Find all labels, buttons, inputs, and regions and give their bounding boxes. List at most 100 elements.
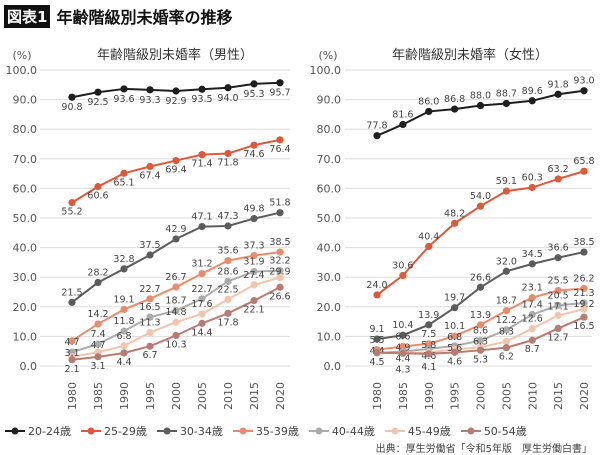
data-point <box>276 79 284 87</box>
data-label: 16.5 <box>573 321 594 332</box>
data-label: 6.7 <box>142 350 157 361</box>
data-label: 54.0 <box>470 191 491 202</box>
data-label: 13.9 <box>470 310 491 321</box>
data-label: 18.7 <box>165 296 186 307</box>
data-point <box>172 235 180 243</box>
data-label: 74.6 <box>243 149 264 160</box>
data-label: 4.7 <box>64 337 79 348</box>
data-label: 6.6 <box>395 331 410 342</box>
data-label: 93.0 <box>573 76 594 87</box>
series-25-29: 24.0 30.6 40.4 48.2 54.0 59.1 60.3 63.2 65.8 <box>366 156 595 299</box>
figure-badge: 図表1 <box>4 4 51 28</box>
data-point <box>528 183 536 192</box>
data-label: 31.9 <box>243 257 264 268</box>
data-label: 7.5 <box>421 329 436 340</box>
data-label: 18.7 <box>496 296 517 307</box>
legend-item: 45-49歳 <box>384 423 451 439</box>
data-point <box>94 88 102 96</box>
data-label: 17.8 <box>217 317 238 328</box>
data-label: 76.4 <box>269 144 290 155</box>
series-20-24: 77.8 81.6 86.0 86.8 88.0 88.7 89.6 91.8 93.0 <box>366 76 595 140</box>
y-tick-label: 60.0 <box>317 182 342 195</box>
x-tick-label: 2015 <box>552 382 565 410</box>
data-point <box>250 251 258 260</box>
data-label: 6.8 <box>116 331 131 342</box>
data-point <box>224 222 232 230</box>
series-30-34: 9.1 10.4 13.9 19.7 26.6 32.0 34.5 36.6 38.5 <box>369 237 595 343</box>
data-label: 26.7 <box>165 272 186 283</box>
data-label: 6.3 <box>473 337 488 348</box>
data-point <box>425 321 433 329</box>
data-point <box>94 353 102 361</box>
legend: 20-24歳 25-29歳 30-34歳 35-39歳 40-44歳 45-49歳 50-5… <box>4 423 527 439</box>
data-label: 35.6 <box>217 246 238 257</box>
y-tick-label: 90.0 <box>317 94 342 107</box>
y-tick-label: 10.0 <box>317 330 342 343</box>
data-point <box>276 273 284 282</box>
data-label: 22.5 <box>217 284 238 295</box>
data-label: 40.4 <box>418 231 439 242</box>
series-35-39: 5.5 6.6 7.5 10.1 13.9 18.7 23.1 25.5 26.2 <box>369 273 595 354</box>
data-point <box>580 313 588 321</box>
data-label: 10.3 <box>165 340 186 351</box>
legend-item: 40-44歳 <box>308 423 375 439</box>
y-tick-label: 80.0 <box>317 123 342 136</box>
data-point <box>399 120 407 129</box>
y-tick-label: 20.0 <box>317 301 342 314</box>
data-point <box>580 299 588 307</box>
data-point <box>68 199 76 207</box>
data-label: 32.0 <box>496 256 517 267</box>
y-tick-label: 40.0 <box>13 242 38 255</box>
figure-title: 年齢階級別未婚率の推移 <box>56 8 233 27</box>
data-label: 19.1 <box>113 294 134 305</box>
data-label: 49.8 <box>243 204 264 215</box>
data-point <box>451 105 459 113</box>
data-point <box>528 97 536 105</box>
data-label: 36.6 <box>548 243 569 254</box>
data-label: 19.2 <box>573 299 594 310</box>
data-point <box>120 327 128 335</box>
data-point <box>399 342 407 351</box>
y-tick-label: 60.0 <box>13 182 38 195</box>
data-point <box>373 291 381 299</box>
data-label: 71.8 <box>217 157 238 168</box>
data-label: 29.9 <box>269 267 290 278</box>
data-label: 4.1 <box>421 362 436 373</box>
data-point <box>451 332 459 340</box>
y-tick-label: 50.0 <box>317 212 342 225</box>
data-point <box>224 277 232 285</box>
data-point <box>120 169 128 177</box>
data-label: 88.0 <box>470 91 491 102</box>
data-point <box>172 283 180 291</box>
x-tick-label: 1985 <box>92 382 105 410</box>
panel-female: 年齢階級別未婚率（女性） (%) 0.0 10.0 20.0 30.0 40.0 50.0 60… <box>310 47 595 410</box>
y-tick-label: 0.0 <box>324 360 342 373</box>
data-point <box>172 87 180 95</box>
data-label: 60.3 <box>522 173 543 184</box>
series-40-44: 4.77.411.816.518.722.728.631.9 32.2 <box>64 256 291 356</box>
data-point <box>425 350 433 358</box>
data-point <box>528 294 536 302</box>
data-label: 34.5 <box>522 249 543 260</box>
data-label: 4.5 <box>369 357 384 368</box>
data-point <box>502 344 510 352</box>
data-point <box>554 311 562 319</box>
data-point <box>276 136 284 144</box>
x-tick-label: 1980 <box>66 382 79 410</box>
x-tick-label: 2005 <box>196 382 209 410</box>
data-point <box>198 151 206 159</box>
data-point <box>554 286 562 295</box>
data-label: 47.1 <box>191 212 212 223</box>
data-point <box>528 310 536 319</box>
data-label: 28.6 <box>217 266 238 277</box>
series-50-54: 2.1 3.1 4.4 6.7 10.3 14.4 17.8 22.1 26.6 <box>64 283 291 375</box>
legend-marker-icon <box>5 427 25 435</box>
data-label: 32.2 <box>269 256 290 267</box>
data-label: 12.6 <box>522 314 543 325</box>
legend-label: 30-34歳 <box>179 425 223 438</box>
legend-marker-icon <box>384 427 405 435</box>
data-label: 69.4 <box>165 165 186 176</box>
data-label: 77.8 <box>366 121 387 132</box>
data-point <box>476 101 485 110</box>
x-tick-label: 1995 <box>449 382 462 410</box>
